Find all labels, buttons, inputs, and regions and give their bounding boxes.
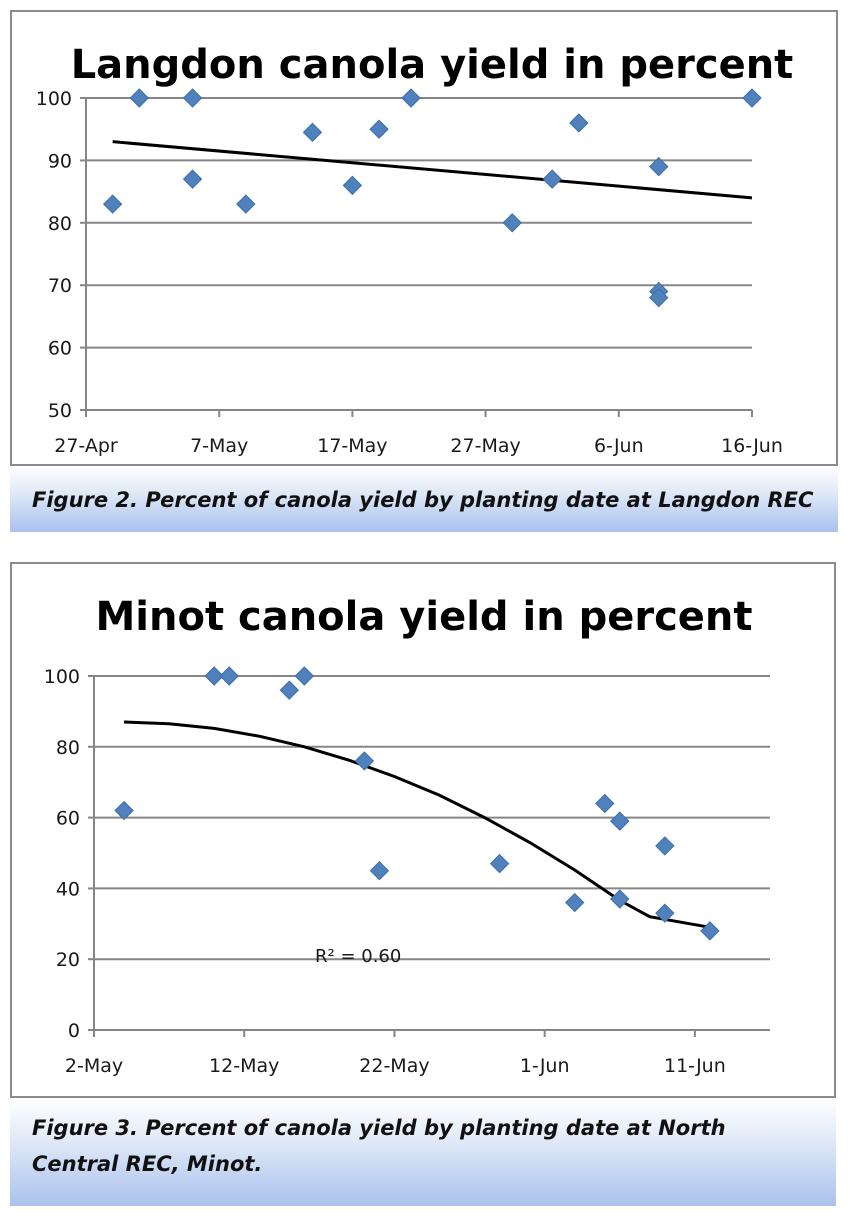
figure3-caption-line1: Figure 3. Percent of canola yield by pla… xyxy=(32,1116,726,1140)
minot-chart: Minot canola yield in percent 0 20 40 60 80 10… xyxy=(44,594,770,1077)
y-tick-label: 80 xyxy=(56,737,80,759)
trendline xyxy=(123,720,711,929)
data-point xyxy=(655,903,675,923)
y-tick-label: 50 xyxy=(48,400,72,422)
data-point xyxy=(204,666,224,686)
data-point xyxy=(742,88,762,108)
x-tick-label: 27-Apr xyxy=(54,435,118,457)
y-tick-label: 0 xyxy=(68,1020,80,1042)
data-point xyxy=(102,194,123,214)
data-point xyxy=(294,666,315,686)
data-point xyxy=(565,892,585,913)
data-point xyxy=(401,88,421,108)
chart-title: Langdon canola yield in percent xyxy=(71,42,794,88)
data-point xyxy=(595,793,615,814)
x-tick-label: 6-Jun xyxy=(594,435,644,457)
figure2-chart-panel: Langdon canola yield in percent 50 60 70 80 9… xyxy=(10,10,838,466)
x-tick-label: 22-May xyxy=(359,1055,429,1077)
data-point xyxy=(302,122,323,143)
y-tick-label: 40 xyxy=(56,878,80,900)
trendline xyxy=(112,140,753,200)
y-tick-label: 100 xyxy=(36,88,72,110)
y-tick-label: 20 xyxy=(56,949,80,971)
x-tick-label: 1-Jun xyxy=(520,1055,570,1077)
data-point xyxy=(182,169,203,189)
data-point xyxy=(369,860,390,881)
data-point xyxy=(610,889,630,909)
y-tick-label: 60 xyxy=(48,338,72,360)
x-tick-label: 2-May xyxy=(65,1055,123,1077)
figure3-caption-line2: Central REC, Minot. xyxy=(32,1152,263,1176)
y-tick-label: 90 xyxy=(48,150,72,172)
chart-title: Minot canola yield in percent xyxy=(95,594,752,640)
figure3-caption: Figure 3. Percent of canola yield by pla… xyxy=(10,1098,836,1206)
data-point xyxy=(700,921,720,941)
data-point xyxy=(342,175,363,196)
data-point xyxy=(649,287,669,308)
data-point xyxy=(182,88,203,108)
data-point xyxy=(129,88,149,108)
data-point xyxy=(542,169,562,189)
data-point xyxy=(236,194,256,214)
data-point xyxy=(489,853,510,874)
data-point xyxy=(279,680,299,700)
data-point xyxy=(114,800,134,821)
data-point xyxy=(569,113,589,133)
x-tick-label: 11-Jun xyxy=(664,1055,726,1077)
data-point xyxy=(655,836,675,856)
data-point xyxy=(369,119,389,139)
y-tick-label: 100 xyxy=(44,666,80,688)
y-tick-label: 80 xyxy=(48,213,72,235)
figure2-caption: Figure 2. Percent of canola yield by pla… xyxy=(10,466,838,532)
data-point xyxy=(354,751,375,771)
x-tick-label: 7-May xyxy=(190,435,248,457)
data-point xyxy=(219,666,239,686)
y-tick-label: 60 xyxy=(56,808,80,830)
data-point xyxy=(649,156,669,177)
data-point xyxy=(502,213,522,233)
x-tick-label: 16-Jun xyxy=(721,435,783,457)
figure2-caption-text: Figure 2. Percent of canola yield by pla… xyxy=(32,488,814,512)
x-tick-label: 17-May xyxy=(317,435,387,457)
data-point xyxy=(610,811,630,831)
y-tick-label: 70 xyxy=(48,275,72,297)
x-tick-label: 12-May xyxy=(209,1055,279,1077)
langdon-chart: Langdon canola yield in percent 50 60 70 80 9… xyxy=(36,42,794,457)
r-squared-label: R² = 0.60 xyxy=(315,946,401,967)
x-tick-label: 27-May xyxy=(450,435,520,457)
figure3-chart-panel: Minot canola yield in percent 0 20 40 60 80 10… xyxy=(10,562,836,1098)
